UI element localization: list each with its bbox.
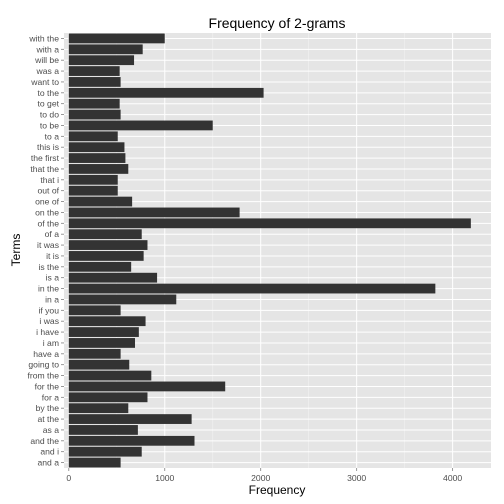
bar [68,272,158,283]
bar [68,305,121,316]
y-tick-label: by the [36,403,60,413]
bar [68,44,143,55]
y-tick-label: in a [45,294,59,304]
y-tick-label: at the [37,414,59,424]
y-tick-label: want to [30,77,59,87]
x-tick-label: 0 [66,473,71,483]
y-tick-label: with the [28,33,59,43]
y-tick-label: for a [42,392,59,402]
y-tick-label: to be [40,120,59,130]
y-tick-label: i was [39,316,59,326]
bar [68,370,152,381]
bar [68,381,226,392]
bar [68,66,120,76]
x-tick-label: 1000 [155,473,174,483]
y-tick-label: with a [36,44,60,54]
y-tick-label: if you [38,305,59,315]
bar [68,435,195,446]
y-tick-label: out of [37,186,59,196]
bar [68,392,148,403]
bar [68,77,121,87]
y-tick-label: the first [31,153,60,163]
x-tick-labels: 0 1000 2000 3000 4000 [66,468,462,483]
bar [68,283,436,294]
bar [68,120,213,131]
y-tick-label: that i [40,175,59,185]
bar [68,446,142,457]
chart-title: Frequency of 2-grams [209,15,346,31]
bar [68,414,192,424]
y-tick-label: to do [40,110,59,120]
y-tick-label: in the [38,284,59,294]
x-tick-label: 3000 [347,473,366,483]
y-tick-label: and the [30,436,59,446]
y-axis-title: Terms [9,234,23,267]
bar [68,33,165,44]
y-tick-label: to get [37,99,59,109]
bar [68,174,118,185]
plot-panel [64,33,491,468]
bar [68,403,129,414]
y-tick-label: to a [45,131,60,141]
y-tick-label: it is [46,251,59,261]
bar [68,294,177,305]
y-tick-label: from the [27,371,59,381]
bar [68,153,126,163]
y-tick-label: it was [37,240,59,250]
grid-lines [64,33,491,468]
y-tick-label: one of [35,197,60,207]
y-tick-label: and i [40,447,59,457]
y-tick-label: as a [43,425,59,435]
y-tick-label: is a [46,273,60,283]
x-tick-label: 2000 [251,473,270,483]
y-tick-label: is the [38,262,59,272]
y-tick-label: have a [33,349,59,359]
bar [68,261,132,272]
bar [68,109,121,120]
y-tick-label: this is [37,142,59,152]
bars [68,33,471,468]
bar [68,457,121,468]
bar [68,251,144,261]
bar [68,229,142,240]
bar [68,425,138,435]
y-tick-label: i have [36,327,59,337]
bar [68,359,130,370]
bar [68,55,135,66]
bar [68,327,139,337]
bar [68,240,148,250]
y-tick-label: going to [28,360,59,370]
bar [68,196,133,207]
bar [68,131,118,142]
bar [68,207,240,218]
bar [68,87,264,98]
y-tick-label: for the [35,381,60,391]
y-tick-label: to the [37,88,59,98]
bar [68,218,471,229]
y-tick-label: was a [36,66,60,76]
bar [68,338,136,348]
y-tick-label: of the [37,218,59,228]
y-tick-label: on the [35,207,59,217]
bar [68,164,129,174]
y-tick-label: that the [30,164,59,174]
bar [68,142,125,153]
bar [68,98,120,109]
y-tick-label: will be [34,55,59,65]
x-axis-title: Frequency [249,483,306,497]
x-tick-label: 4000 [443,473,462,483]
y-tick-label: i am [43,338,59,348]
bar [68,316,146,327]
y-tick-label: of a [45,229,60,239]
bar [68,185,118,196]
y-tick-label: and a [37,458,59,468]
bar [68,348,121,359]
